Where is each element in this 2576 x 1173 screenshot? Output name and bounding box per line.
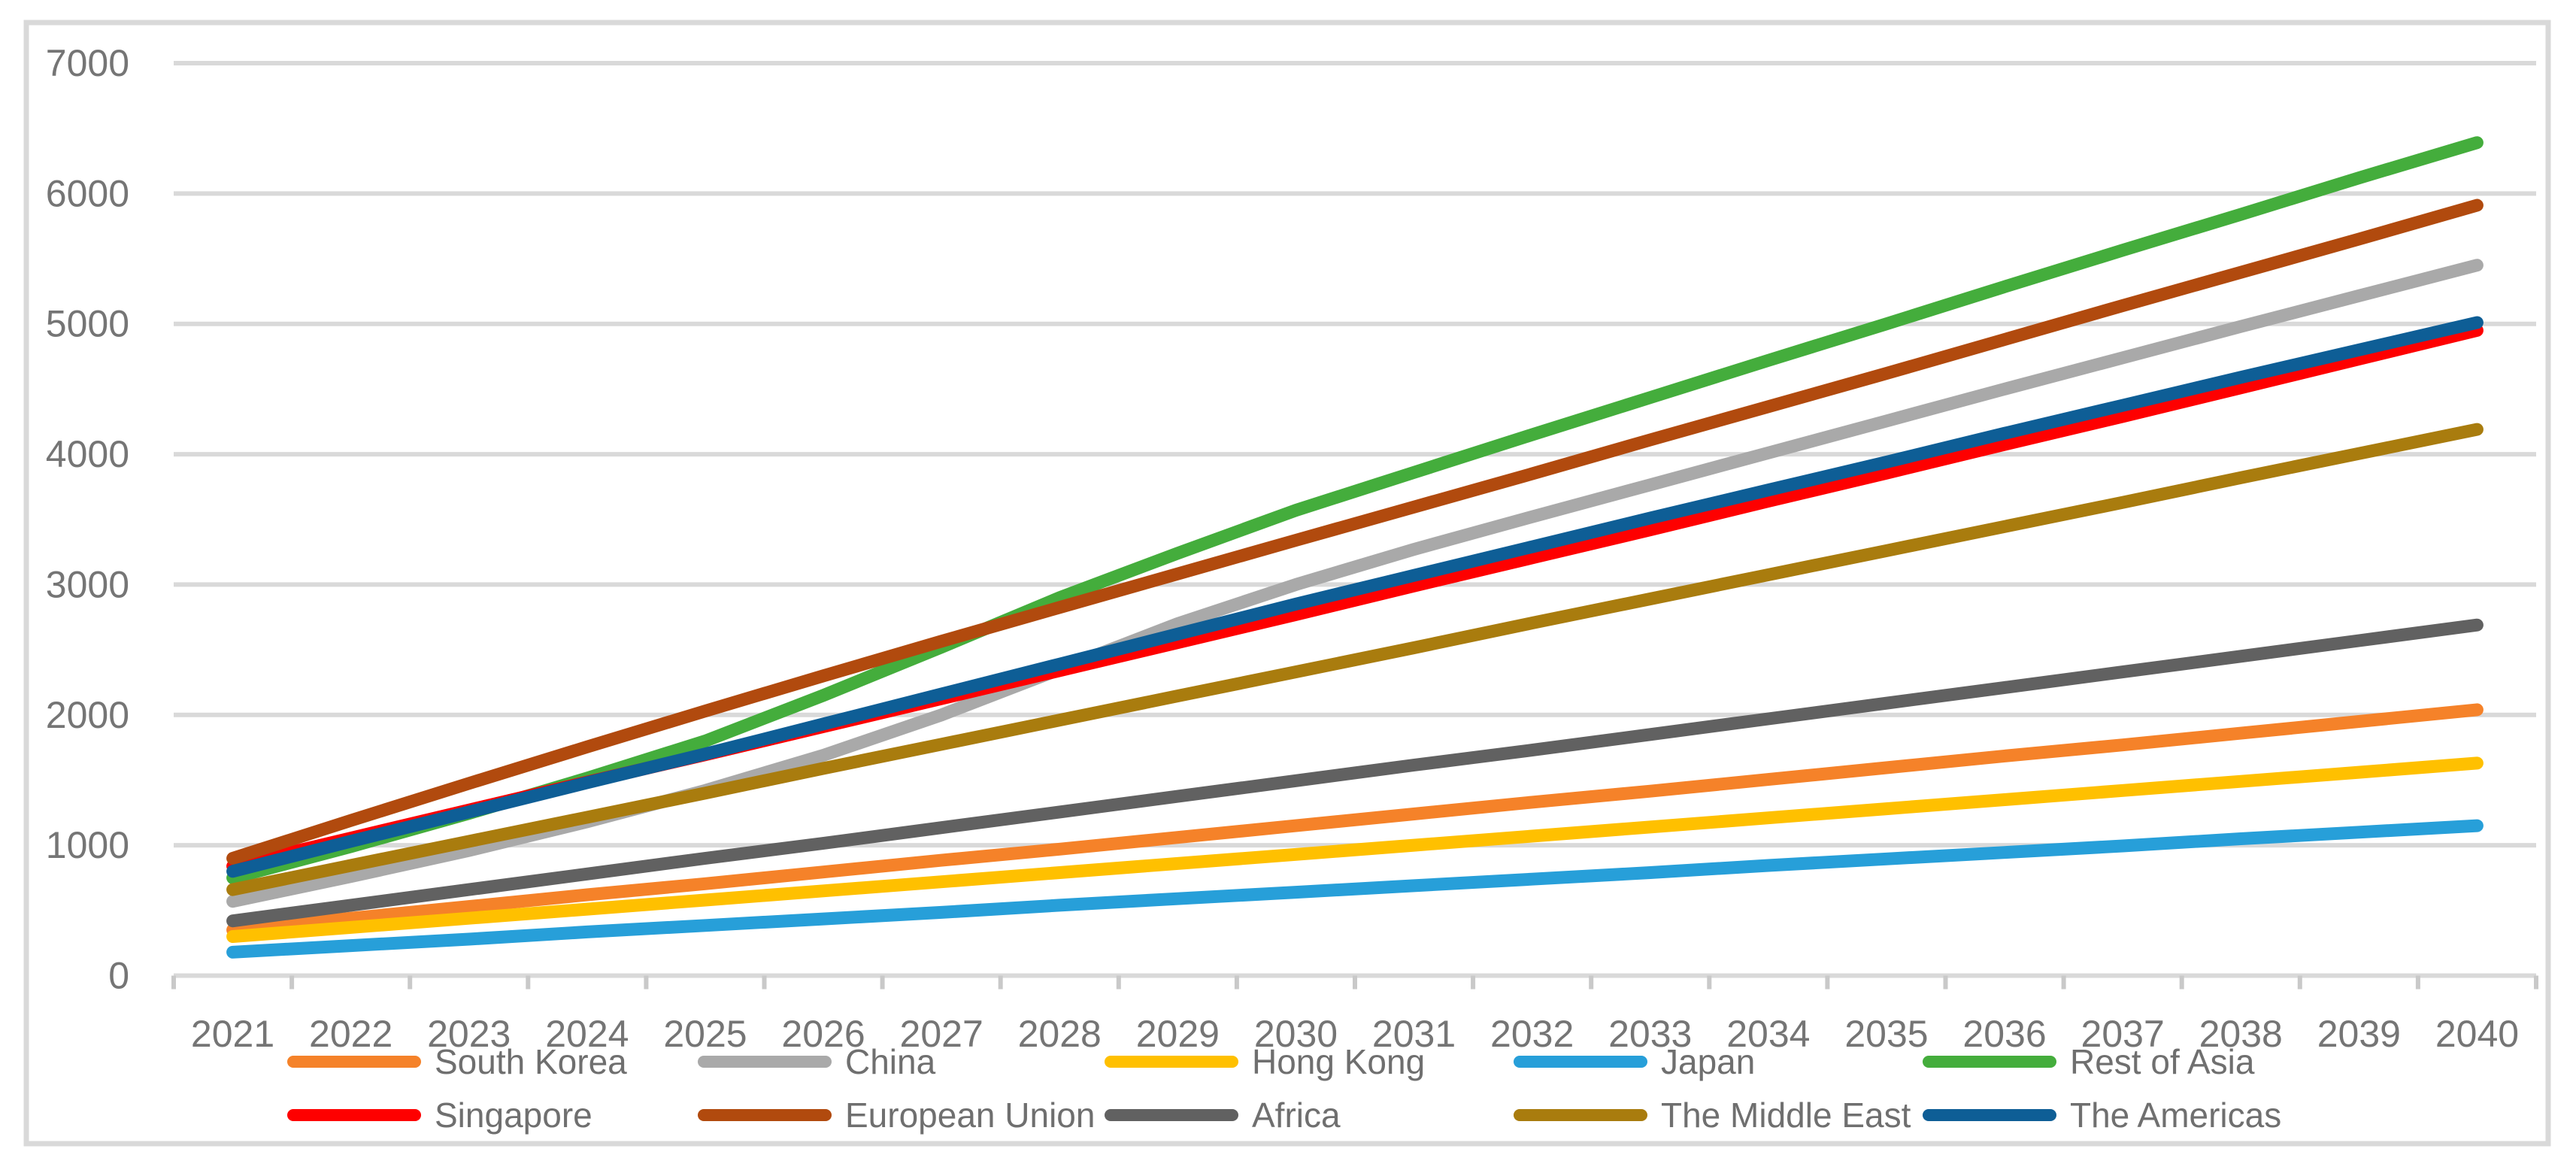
x-tick-label-2024: 2024	[545, 1013, 629, 1055]
series-line-european-union	[226, 199, 2484, 865]
legend-item-european-union: European Union	[698, 1096, 1095, 1135]
x-tick-label-2026: 2026	[781, 1013, 865, 1055]
legend-label-africa: Africa	[1252, 1096, 1341, 1135]
legend-label-the-middle-east: The Middle East	[1661, 1096, 1911, 1135]
x-tick-label-2035: 2035	[1844, 1013, 1928, 1055]
x-tick-label-2040: 2040	[2435, 1013, 2519, 1055]
y-tick-label-1000: 1000	[46, 824, 129, 866]
legend-swatch-africa	[1105, 1109, 1238, 1121]
series-line-the-americas	[226, 316, 2484, 878]
legend-swatch-european-union	[698, 1109, 832, 1121]
legend-item-singapore: Singapore	[287, 1096, 592, 1135]
x-tick-label-2037: 2037	[2081, 1013, 2165, 1055]
legend-swatch-singapore	[287, 1109, 421, 1121]
x-tick-label-2030: 2030	[1254, 1013, 1338, 1055]
series-line-south-korea	[226, 703, 2484, 937]
y-tick-label-3000: 3000	[46, 563, 129, 605]
y-tick-label-0: 0	[108, 955, 129, 997]
legend-swatch-japan	[1514, 1056, 1647, 1068]
series-line-japan	[226, 819, 2484, 959]
y-tick-label-6000: 6000	[46, 172, 129, 214]
legend-swatch-rest-of-asia	[1923, 1056, 2056, 1068]
legend-item-the-americas: The Americas	[1923, 1096, 2281, 1135]
x-tick-label-2021: 2021	[191, 1013, 274, 1055]
y-tick-label-4000: 4000	[46, 433, 129, 475]
legend-swatch-south-korea	[287, 1056, 421, 1068]
x-tick-label-2028: 2028	[1018, 1013, 1102, 1055]
y-tick-label-5000: 5000	[46, 303, 129, 345]
legend-item-hong-kong: Hong Kong	[1105, 1042, 1425, 1081]
legend-label-hong-kong: Hong Kong	[1252, 1042, 1425, 1081]
plot-lines	[226, 136, 2484, 959]
y-tick-label-7000: 7000	[46, 42, 129, 84]
x-tick-label-2033: 2033	[1608, 1013, 1692, 1055]
x-tick-label-2038: 2038	[2199, 1013, 2283, 1055]
legend-item-south-korea: South Korea	[287, 1042, 627, 1081]
x-axis-labels: 2021 2022 2023 2024 2025 2026 2027 2028 2029 2030…	[191, 1013, 2519, 1055]
legend-item-china: China	[698, 1042, 936, 1081]
series-line-hong-kong	[226, 756, 2484, 943]
legend-label-china: China	[845, 1042, 936, 1081]
legend: South Korea China Hong Kong Japan Rest of As…	[287, 1042, 2281, 1135]
legend-item-rest-of-asia: Rest of Asia	[1923, 1042, 2255, 1081]
legend-label-japan: Japan	[1661, 1042, 1755, 1081]
x-tick-label-2022: 2022	[309, 1013, 392, 1055]
legend-label-european-union: European Union	[845, 1096, 1095, 1135]
legend-swatch-china	[698, 1056, 832, 1068]
legend-item-africa: Africa	[1105, 1096, 1341, 1135]
series-line-the-middle-east	[226, 423, 2484, 896]
x-axis-ticks	[171, 975, 2538, 990]
legend-swatch-the-americas	[1923, 1109, 2056, 1121]
legend-item-japan: Japan	[1514, 1042, 1755, 1081]
y-axis-labels: 0 1000 2000 3000 4000 5000 6000 7000	[46, 42, 129, 997]
legend-swatch-the-middle-east	[1514, 1109, 1647, 1121]
x-tick-label-2023: 2023	[427, 1013, 511, 1055]
x-tick-label-2025: 2025	[663, 1013, 747, 1055]
legend-label-rest-of-asia: Rest of Asia	[2070, 1042, 2255, 1081]
figure-border	[23, 20, 2551, 1147]
x-tick-label-2029: 2029	[1136, 1013, 1220, 1055]
x-tick-label-2031: 2031	[1372, 1013, 1456, 1055]
legend-label-the-americas: The Americas	[2070, 1096, 2281, 1135]
legend-swatch-hong-kong	[1105, 1056, 1238, 1068]
series-line-africa	[226, 618, 2484, 928]
legend-item-the-middle-east: The Middle East	[1514, 1096, 1911, 1135]
x-tick-label-2027: 2027	[900, 1013, 983, 1055]
legend-label-singapore: Singapore	[435, 1096, 592, 1135]
x-tick-label-2036: 2036	[1962, 1013, 2046, 1055]
x-tick-label-2039: 2039	[2317, 1013, 2401, 1055]
y-tick-label-2000: 2000	[46, 694, 129, 736]
legend-label-south-korea: South Korea	[435, 1042, 627, 1081]
x-tick-label-2034: 2034	[1726, 1013, 1810, 1055]
x-tick-label-2032: 2032	[1490, 1013, 1574, 1055]
